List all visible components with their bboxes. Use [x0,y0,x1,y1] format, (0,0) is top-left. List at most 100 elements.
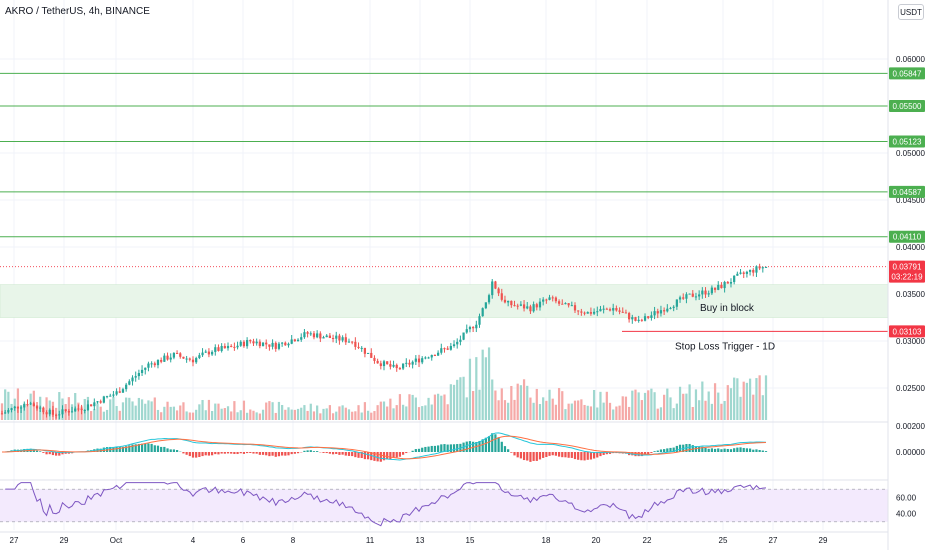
macd-histogram-bar [246,452,248,453]
candle-body [380,363,382,366]
volume-bar [736,378,738,420]
volume-bar [730,388,732,420]
candle-body [399,368,401,369]
volume-bar [316,405,318,420]
volume-bar [695,389,697,420]
candle-body [717,285,719,290]
macd-histogram-bar [342,452,344,455]
volume-bar [198,404,200,420]
candle-body [131,378,133,382]
rsi-pane [0,480,888,526]
time-tick-label: 8 [291,536,296,545]
currency-button[interactable]: USDT [898,4,924,20]
candle-body [151,363,153,364]
volume-bar [641,400,643,420]
volume-bar [284,410,286,420]
volume-bar [412,395,414,420]
candle-body [590,312,592,314]
macd-histogram-bar [256,452,258,454]
candle-body [357,347,359,348]
candle-body [669,308,671,309]
candle-body [61,409,63,414]
volume-bar [319,413,321,420]
macd-histogram-bar [762,451,764,452]
candle-body [475,325,477,329]
time-tick-label: 15 [466,536,475,545]
macd-histogram-bar [377,452,379,461]
macd-histogram-bar [708,449,710,452]
volume-bar [386,407,388,420]
volume-bar [685,394,687,420]
volume-bar [227,406,229,420]
candle-body [405,363,407,364]
volume-bar [513,400,515,420]
volume-bar [739,397,741,420]
macd-histogram-bar [555,452,557,456]
macd-histogram-bar [351,452,353,456]
volume-bar [90,411,92,420]
volume-bar [647,390,649,420]
volume-bar [669,397,671,420]
volume-bar [663,395,665,420]
candle-body [227,346,229,348]
candle-body [284,343,286,346]
macd-histogram-bar [166,448,168,452]
macd-histogram-bar [243,452,245,454]
volume-bar [478,390,480,420]
volume-bar [144,404,146,420]
time-tick-label: Oct [110,536,123,545]
macd-histogram-bar [160,447,162,452]
last-price-label: 0.03791 [893,263,922,272]
macd-histogram-bar [577,452,579,460]
macd-histogram-bar [542,452,544,458]
volume-bar [418,407,420,420]
candle-body [408,363,410,365]
candle-body [45,412,47,414]
macd-histogram-bar [322,452,324,453]
macd-histogram-bar [453,444,455,452]
candle-body [402,363,404,368]
macd-histogram-bar [380,452,382,462]
candle-body [265,343,267,345]
price-tick-label: 0.03000 [896,337,925,346]
macd-histogram-bar [720,449,722,452]
volume-bar [688,384,690,420]
candle-body [730,282,732,284]
volume-bar [405,406,407,420]
candle-body [478,316,480,325]
volume-bar [93,409,95,420]
volume-bar [211,411,213,420]
volume-bar [593,390,595,420]
candle-body [574,305,576,310]
candle-body [520,304,522,305]
macd-histogram-bar [491,433,493,452]
time-tick-label: 4 [191,536,196,545]
candle-body [205,352,207,353]
volume-bar [256,412,258,420]
time-tick-label: 13 [416,536,425,545]
candle-body [488,295,490,302]
volume-bar [173,407,175,420]
candle-body [294,339,296,341]
candle-body [618,310,620,311]
rsi-band [0,489,888,522]
candle-body [583,313,585,314]
volume-bar [482,350,484,420]
candle-body [306,332,308,334]
macd-histogram-bar [345,452,347,456]
volume-bar [501,388,503,420]
macd-histogram-bar [580,452,582,460]
macd-histogram-bar [402,452,404,455]
candle-body [466,329,468,332]
candle-body [326,336,328,338]
candle-body [182,357,184,359]
macd-histogram-bar [182,452,184,453]
candle-body [685,294,687,299]
macd-histogram-bar [561,452,563,457]
volume-bar [759,375,761,420]
volume-bar [408,394,410,420]
macd-histogram-bar [233,452,235,454]
macd-histogram-bar [332,452,334,454]
